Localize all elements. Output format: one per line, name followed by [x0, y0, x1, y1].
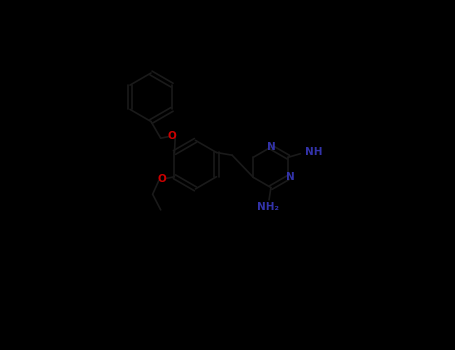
Text: O: O — [158, 174, 167, 184]
Text: N: N — [286, 173, 294, 182]
Text: O: O — [167, 131, 177, 140]
Text: NH₂: NH₂ — [257, 202, 279, 212]
Text: NH: NH — [305, 147, 323, 158]
Text: N: N — [267, 142, 275, 152]
